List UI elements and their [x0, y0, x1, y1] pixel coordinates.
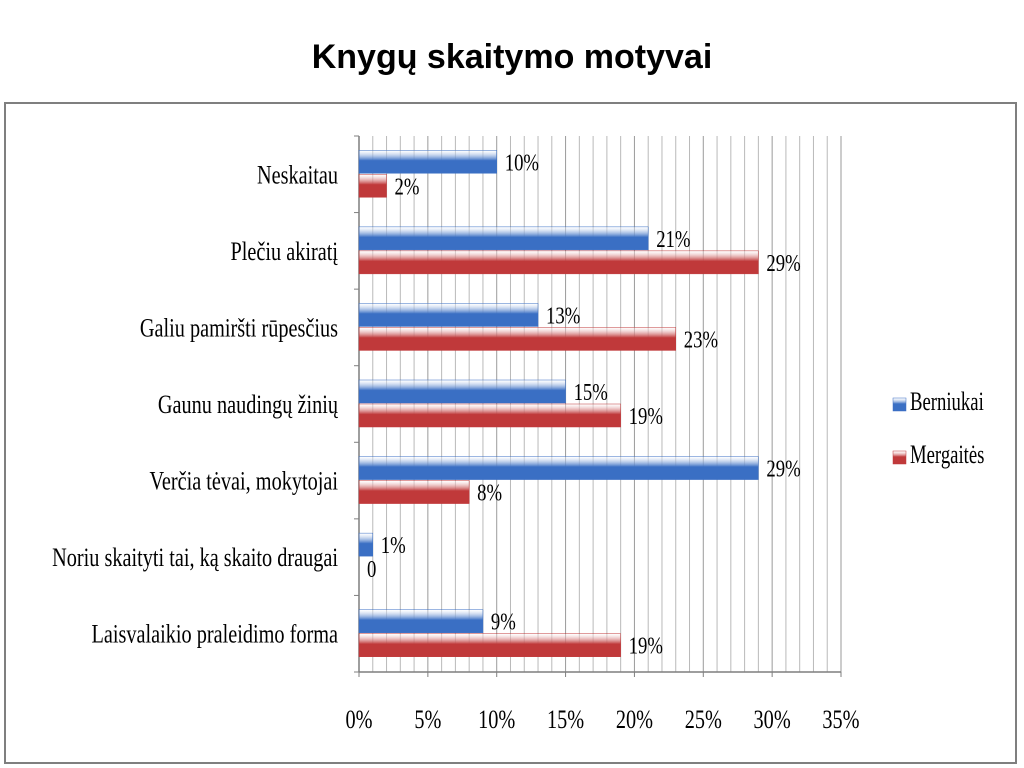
data-label: 15% — [574, 379, 608, 406]
data-label: 21% — [656, 226, 690, 253]
data-label: 1% — [381, 532, 406, 559]
bar-mergaites — [358, 250, 759, 275]
data-label: 29% — [766, 250, 800, 277]
x-tick-label: 30% — [754, 706, 791, 735]
x-tick-label: 0% — [345, 706, 372, 735]
data-label: 10% — [505, 149, 539, 176]
legend-swatch — [892, 450, 907, 465]
data-label: 13% — [546, 302, 580, 329]
bar-mergaites — [358, 403, 621, 428]
data-label: 19% — [629, 403, 663, 430]
data-label: 23% — [684, 326, 718, 353]
x-tick-label: 5% — [414, 706, 441, 735]
x-tick-label: 10% — [478, 706, 515, 735]
bar-berniukai — [358, 609, 484, 633]
bar-berniukai — [358, 379, 566, 404]
category-label: Verčia tėvai, mokytojai — [150, 467, 339, 496]
category-label: Noriu skaityti tai, ką skaito draugai — [52, 544, 338, 573]
bar-berniukai — [358, 226, 649, 251]
bar-mergaites — [358, 174, 387, 198]
data-label: 0 — [367, 556, 376, 583]
category-label: Galiu pamiršti rūpesčius — [140, 314, 338, 343]
bar-mergaites — [358, 633, 621, 657]
category-label: Neskaitau — [257, 161, 338, 190]
data-label: 9% — [491, 609, 516, 636]
bar-berniukai — [358, 150, 497, 174]
x-tick-label: 35% — [822, 706, 859, 735]
data-label: 8% — [477, 479, 502, 506]
x-tick-label: 15% — [547, 706, 584, 735]
legend-swatch — [892, 397, 907, 412]
category-label: Plečiu akiratį — [231, 238, 339, 267]
category-label: Laisvalaikio praleidimo forma — [92, 620, 339, 649]
bar-berniukai — [358, 456, 759, 480]
bar-mergaites — [358, 480, 470, 504]
data-label: 29% — [766, 455, 800, 482]
bar-berniukai — [358, 303, 539, 327]
category-label: Gaunu naudingų žinių — [158, 391, 338, 420]
legend-label: Mergaitės — [910, 440, 984, 469]
x-tick-label: 25% — [685, 706, 722, 735]
page-title: Knygų skaitymo motyvai — [311, 38, 713, 76]
bar-berniukai — [358, 532, 374, 557]
data-label: 2% — [395, 173, 420, 200]
legend-label: Berniukai — [910, 387, 984, 416]
x-tick-label: 20% — [616, 706, 653, 735]
bar-mergaites — [358, 327, 676, 351]
data-label: 19% — [629, 633, 663, 660]
